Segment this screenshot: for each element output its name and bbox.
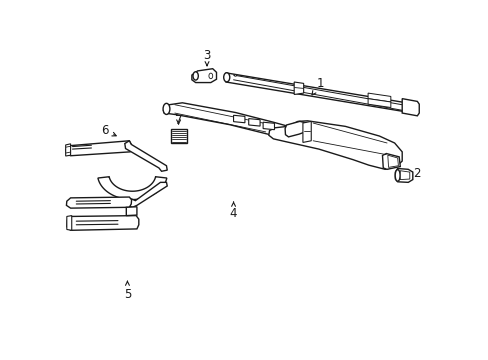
Polygon shape (126, 207, 137, 216)
Polygon shape (367, 99, 390, 108)
Text: 5: 5 (123, 282, 131, 301)
Text: 2: 2 (407, 167, 420, 180)
Ellipse shape (163, 103, 169, 114)
Polygon shape (65, 141, 132, 156)
Ellipse shape (223, 73, 229, 82)
Polygon shape (400, 171, 409, 180)
Text: 3: 3 (203, 49, 210, 66)
Text: 1: 1 (311, 77, 324, 95)
Polygon shape (401, 99, 418, 116)
Ellipse shape (193, 72, 198, 80)
Polygon shape (302, 121, 311, 143)
Polygon shape (65, 144, 70, 156)
Polygon shape (367, 93, 390, 102)
Polygon shape (66, 197, 131, 208)
Polygon shape (382, 153, 400, 169)
Ellipse shape (234, 75, 236, 76)
Polygon shape (126, 183, 167, 207)
Polygon shape (171, 129, 186, 143)
Ellipse shape (394, 170, 399, 181)
Polygon shape (233, 115, 244, 123)
Text: 6: 6 (101, 124, 116, 137)
Polygon shape (225, 73, 409, 112)
Ellipse shape (208, 73, 212, 79)
Polygon shape (268, 121, 401, 169)
Text: 7: 7 (175, 114, 182, 127)
Polygon shape (248, 118, 260, 126)
Polygon shape (395, 168, 412, 183)
Polygon shape (387, 155, 398, 167)
Polygon shape (98, 177, 166, 199)
Polygon shape (285, 121, 307, 137)
Polygon shape (163, 103, 292, 138)
Polygon shape (263, 122, 274, 130)
Polygon shape (124, 141, 167, 171)
Polygon shape (191, 69, 216, 82)
Polygon shape (67, 216, 139, 230)
Polygon shape (67, 216, 72, 230)
Text: 4: 4 (229, 202, 237, 220)
Polygon shape (294, 82, 303, 94)
